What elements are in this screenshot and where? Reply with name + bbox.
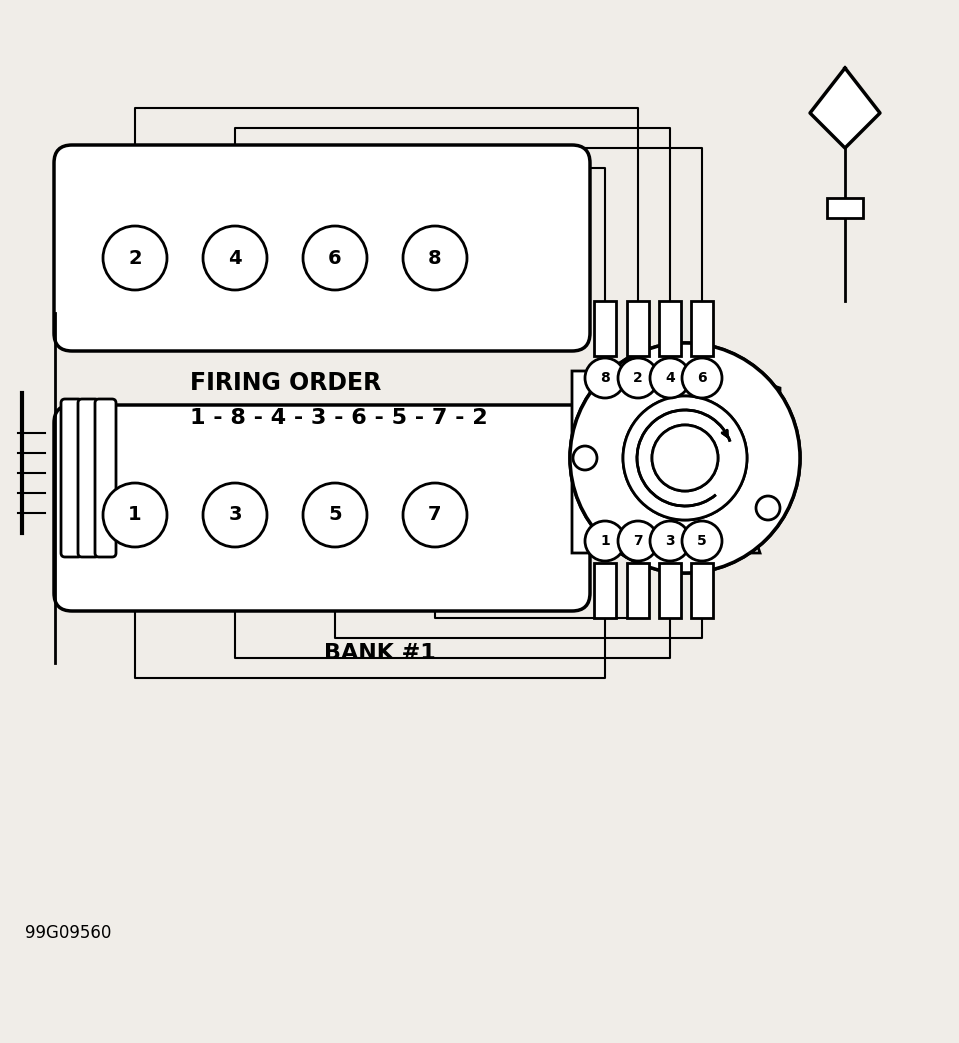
Circle shape (570, 343, 800, 573)
Circle shape (203, 483, 267, 547)
Text: 5: 5 (328, 506, 341, 525)
Text: 4: 4 (666, 371, 675, 385)
FancyBboxPatch shape (78, 399, 99, 557)
FancyBboxPatch shape (95, 399, 116, 557)
Circle shape (650, 358, 690, 398)
Circle shape (618, 522, 658, 561)
Text: FIRING ORDER: FIRING ORDER (190, 371, 382, 395)
Bar (659, 301, 681, 356)
Circle shape (303, 226, 367, 290)
FancyBboxPatch shape (61, 399, 82, 557)
Bar (827, 198, 863, 218)
Circle shape (103, 483, 167, 547)
Circle shape (623, 396, 747, 520)
Circle shape (303, 483, 367, 547)
Text: 1: 1 (129, 506, 142, 525)
Bar (627, 301, 649, 356)
Text: 6: 6 (697, 371, 707, 385)
Circle shape (650, 522, 690, 561)
Circle shape (682, 522, 722, 561)
Text: 7: 7 (429, 506, 442, 525)
Circle shape (623, 396, 747, 520)
Bar (691, 563, 713, 618)
Circle shape (103, 226, 167, 290)
Text: 5: 5 (697, 534, 707, 548)
Text: 3: 3 (228, 506, 242, 525)
Circle shape (203, 226, 267, 290)
Text: 8: 8 (600, 371, 610, 385)
Circle shape (585, 522, 625, 561)
Circle shape (570, 343, 800, 573)
Circle shape (585, 358, 625, 398)
Polygon shape (810, 68, 880, 148)
Text: 6: 6 (328, 248, 341, 267)
PathPatch shape (572, 371, 780, 553)
Bar (594, 563, 616, 618)
Circle shape (618, 358, 658, 398)
FancyBboxPatch shape (54, 405, 590, 611)
Text: BANK #1: BANK #1 (324, 642, 436, 663)
Text: 8: 8 (428, 248, 442, 267)
Bar (659, 563, 681, 618)
Text: 7: 7 (633, 534, 643, 548)
Circle shape (652, 425, 718, 491)
FancyBboxPatch shape (54, 145, 590, 351)
Circle shape (756, 496, 780, 520)
Circle shape (652, 425, 718, 491)
Text: 3: 3 (666, 534, 675, 548)
Circle shape (573, 446, 597, 470)
Circle shape (403, 226, 467, 290)
Circle shape (682, 358, 722, 398)
Text: 1: 1 (600, 534, 610, 548)
Text: 2: 2 (633, 371, 643, 385)
Text: 1 - 8 - 4 - 3 - 6 - 5 - 7 - 2: 1 - 8 - 4 - 3 - 6 - 5 - 7 - 2 (190, 408, 487, 428)
Text: 99G09560: 99G09560 (25, 924, 111, 942)
Bar (594, 301, 616, 356)
Circle shape (403, 483, 467, 547)
Text: 2: 2 (129, 248, 142, 267)
Text: 4: 4 (228, 248, 242, 267)
Bar (627, 563, 649, 618)
Bar (691, 301, 713, 356)
